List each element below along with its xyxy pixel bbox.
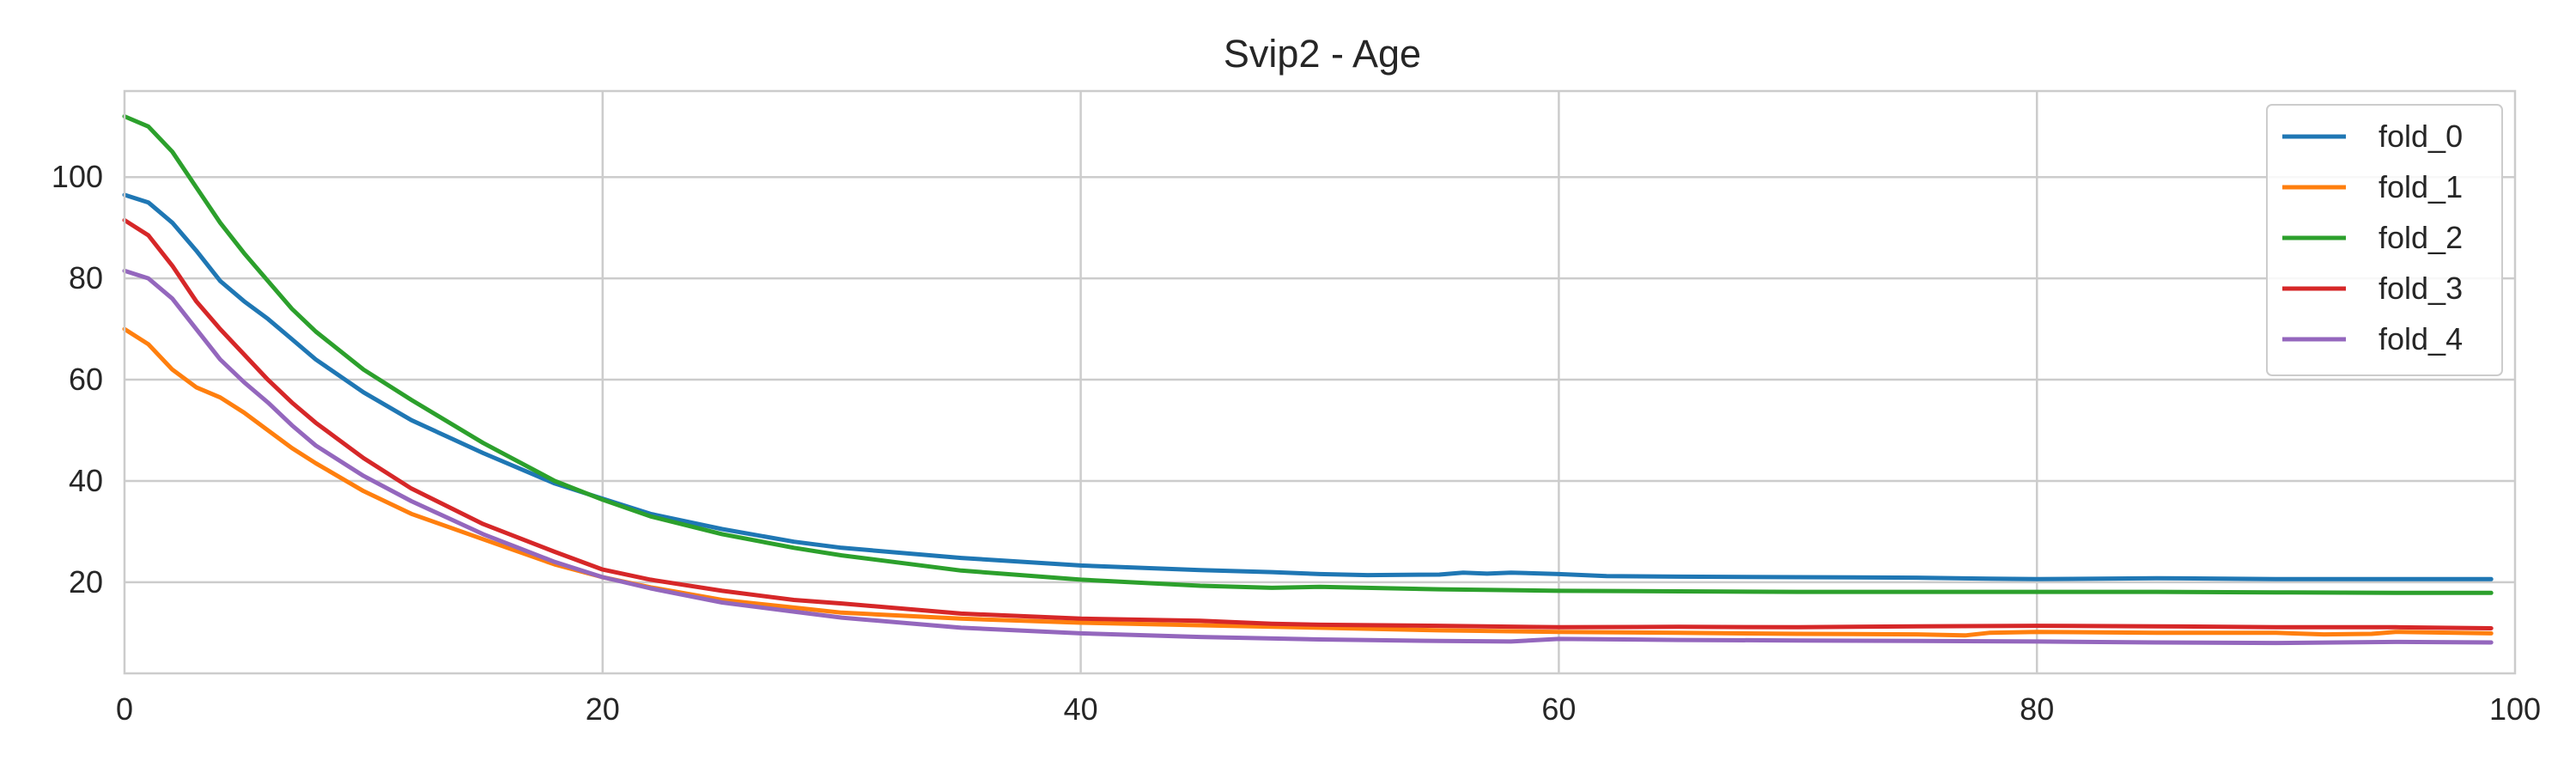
x-tick-label: 80 (2020, 691, 2054, 727)
series-line-fold_2 (122, 114, 2494, 595)
y-tick-label: 100 (52, 159, 103, 194)
y-axis-ticks: 20 40 60 80 100 (52, 159, 103, 600)
chart-title: Svip2 - Age (1224, 32, 1421, 76)
x-axis-ticks: 0 20 40 60 80 100 (116, 691, 2541, 727)
series-line-fold_4 (122, 268, 2494, 646)
y-tick-label: 20 (69, 564, 103, 600)
x-tick-label: 100 (2489, 691, 2541, 727)
grid-lines (125, 91, 2515, 673)
y-tick-label: 40 (69, 463, 103, 498)
series-line-fold_3 (122, 217, 2494, 630)
plot-area (125, 91, 2515, 673)
legend-box (2266, 104, 2503, 376)
x-tick-label: 0 (116, 691, 133, 727)
series-lines (122, 114, 2494, 646)
x-tick-label: 40 (1064, 691, 1098, 727)
legend: fold_0 fold_1 fold_2 fold_3 fold_4 (2266, 104, 2503, 376)
plot-frame (123, 89, 2517, 675)
legend-label-fold_0: fold_0 (2379, 119, 2463, 154)
legend-label-fold_1: fold_1 (2379, 169, 2463, 204)
legend-label-fold_4: fold_4 (2379, 321, 2463, 356)
series-line-fold_0 (122, 192, 2494, 581)
legend-label-fold_2: fold_2 (2379, 220, 2463, 255)
legend-label-fold_3: fold_3 (2379, 271, 2463, 306)
x-tick-label: 60 (1541, 691, 1576, 727)
series-line-fold_1 (122, 326, 2494, 638)
y-tick-label: 80 (69, 260, 103, 295)
x-tick-label: 20 (586, 691, 620, 727)
y-tick-label: 60 (69, 362, 103, 397)
